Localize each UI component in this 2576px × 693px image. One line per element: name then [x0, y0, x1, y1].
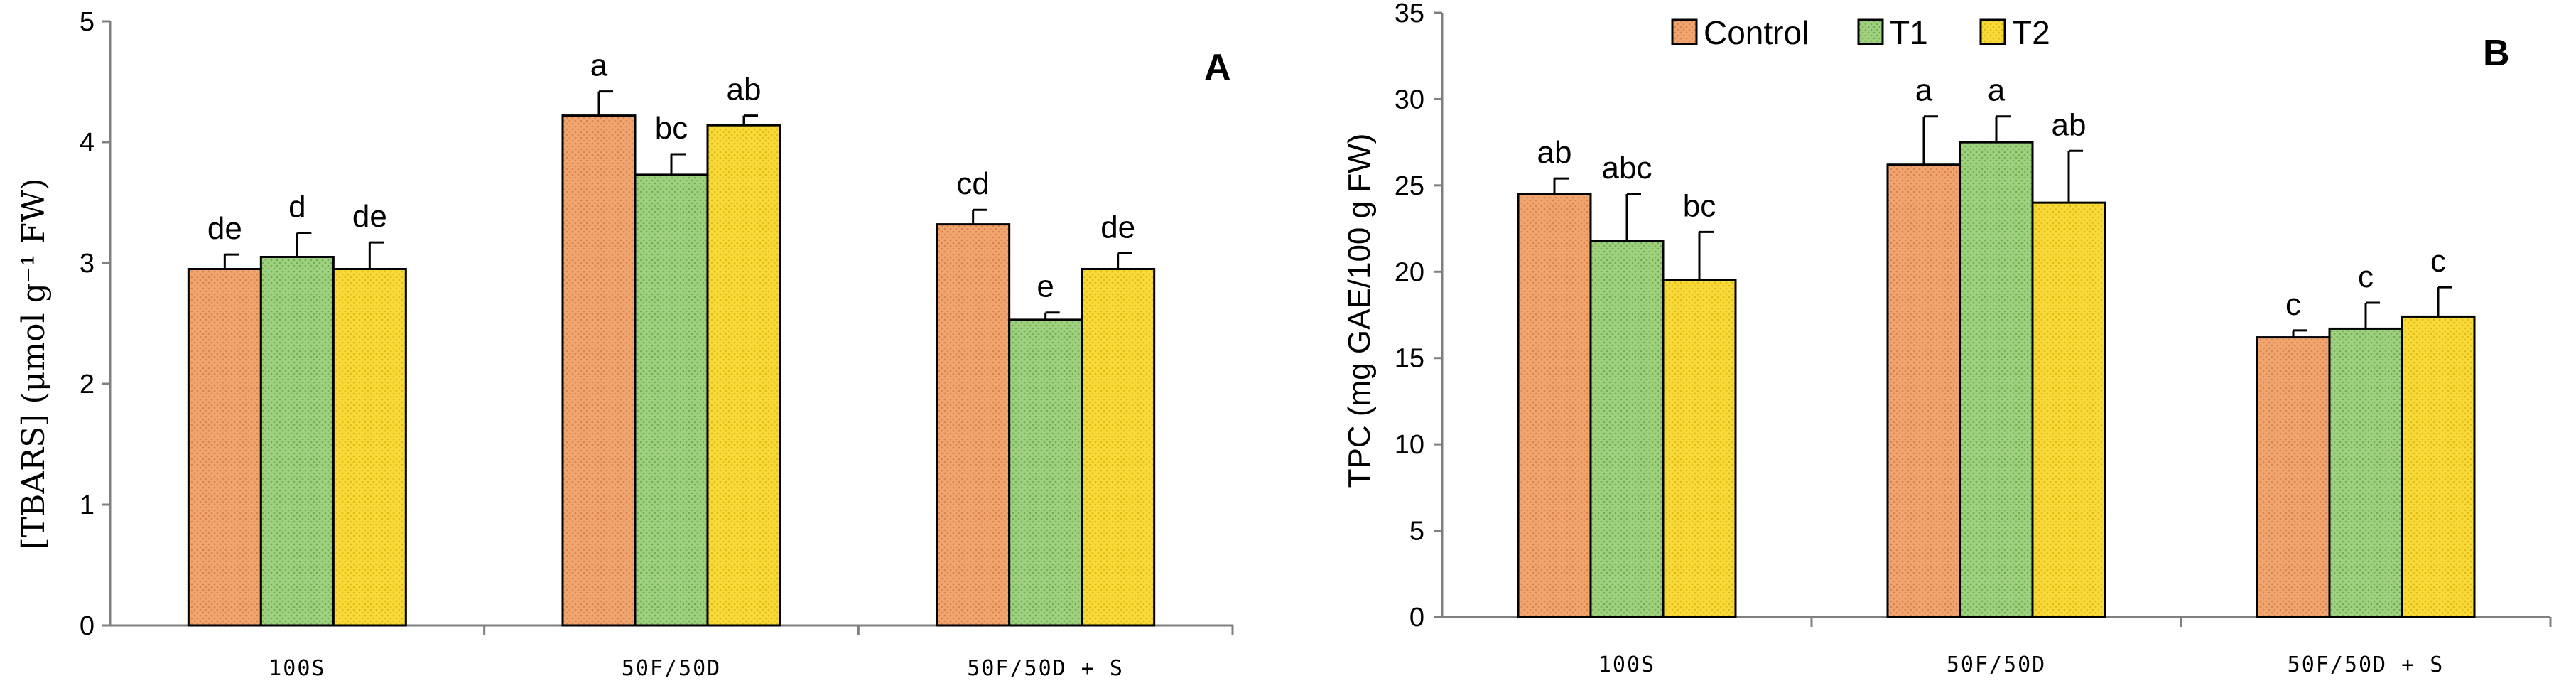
- significance-letter: ab: [2052, 107, 2087, 142]
- x-tick-label: 50F/50D: [622, 656, 721, 681]
- bar-control: [936, 223, 1011, 627]
- y-tick-label: 5: [1409, 517, 1424, 547]
- bar-t2: [2401, 315, 2476, 618]
- significance-letter: c: [2430, 244, 2446, 279]
- x-tick-label: 50F/50D + S: [2288, 652, 2445, 677]
- y-tick-label: 1: [80, 490, 94, 520]
- significance-letter: a: [590, 48, 608, 83]
- x-tick-label: 50F/50D: [1947, 652, 2046, 677]
- significance-letter: de: [1100, 210, 1135, 245]
- significance-letter: a: [1915, 73, 1933, 108]
- legend-label: Control: [1704, 14, 1809, 51]
- x-tick-label: 100S: [269, 656, 325, 681]
- significance-letter: de: [352, 199, 387, 234]
- significance-letter: c: [2358, 259, 2374, 294]
- bar-t2: [1081, 268, 1156, 627]
- bar-control: [1517, 193, 1592, 618]
- bar-t1: [2328, 327, 2403, 618]
- y-tick-label: 35: [1395, 0, 1424, 28]
- bar-t2: [706, 124, 781, 627]
- y-tick-label: 5: [80, 7, 94, 37]
- y-axis-label-b: TPC (mg GAE/100 g FW): [1342, 134, 1377, 488]
- bar-t2: [1662, 279, 1737, 618]
- significance-letter: bc: [1683, 188, 1716, 223]
- panel-label-a: A: [1204, 47, 1231, 88]
- x-tick-label: 50F/50D + S: [967, 656, 1124, 681]
- y-tick-label: 4: [80, 128, 94, 158]
- significance-letter: d: [288, 190, 305, 225]
- legend-swatch-t2: [1979, 18, 2006, 45]
- chart-panel-a: [TBARS] (μmol g⁻¹ FW) A 0 1 2 3 4 5 de d de a bc a…: [16, 7, 1234, 681]
- significance-letter: ab: [727, 72, 762, 107]
- y-tick-label: 25: [1395, 171, 1424, 201]
- bar-t1: [634, 173, 709, 627]
- bar-t1: [259, 256, 335, 627]
- bar-control: [2256, 336, 2331, 618]
- panel-label-b: B: [2483, 33, 2510, 74]
- significance-letter: cd: [956, 166, 989, 201]
- y-tick-label: 3: [80, 249, 94, 279]
- bar-t1: [1589, 240, 1665, 618]
- bar-control: [561, 114, 637, 627]
- significance-letter: ab: [1537, 135, 1572, 170]
- y-tick-label: 10: [1395, 430, 1424, 460]
- bar-t1: [1959, 141, 2034, 618]
- significance-letter: a: [1988, 73, 2006, 108]
- legend-label: T1: [1890, 14, 1928, 51]
- bar-control: [1886, 163, 1961, 618]
- y-tick-label: 30: [1395, 85, 1424, 114]
- significance-letter: bc: [655, 111, 688, 146]
- y-tick-label: 0: [1409, 603, 1424, 633]
- legend-swatch-control: [1671, 18, 1698, 45]
- significance-letter: e: [1037, 269, 1054, 304]
- y-tick-label: 2: [80, 370, 94, 399]
- significance-letter: de: [207, 211, 242, 246]
- legend-label: T2: [2012, 14, 2050, 51]
- y-tick-label: 20: [1395, 257, 1424, 287]
- y-tick-label: 0: [80, 611, 94, 641]
- legend: Control T1 T2: [1671, 14, 2050, 51]
- y-axis-label-a: [TBARS] (μmol g⁻¹ FW): [16, 178, 52, 549]
- bar-t2: [332, 268, 407, 627]
- y-tick-label: 15: [1395, 344, 1424, 374]
- legend-swatch-t1: [1857, 18, 1884, 45]
- bar-control: [187, 268, 262, 627]
- bar-t1: [1008, 318, 1083, 627]
- significance-letter: c: [2285, 287, 2301, 322]
- bar-t2: [2031, 201, 2106, 618]
- x-tick-label: 100S: [1598, 652, 1655, 677]
- chart-panel-b: TPC (mg GAE/100 g FW) B 0 5 10 15 20 25 30 35 a…: [1342, 0, 2552, 677]
- significance-letter: abc: [1602, 151, 1652, 186]
